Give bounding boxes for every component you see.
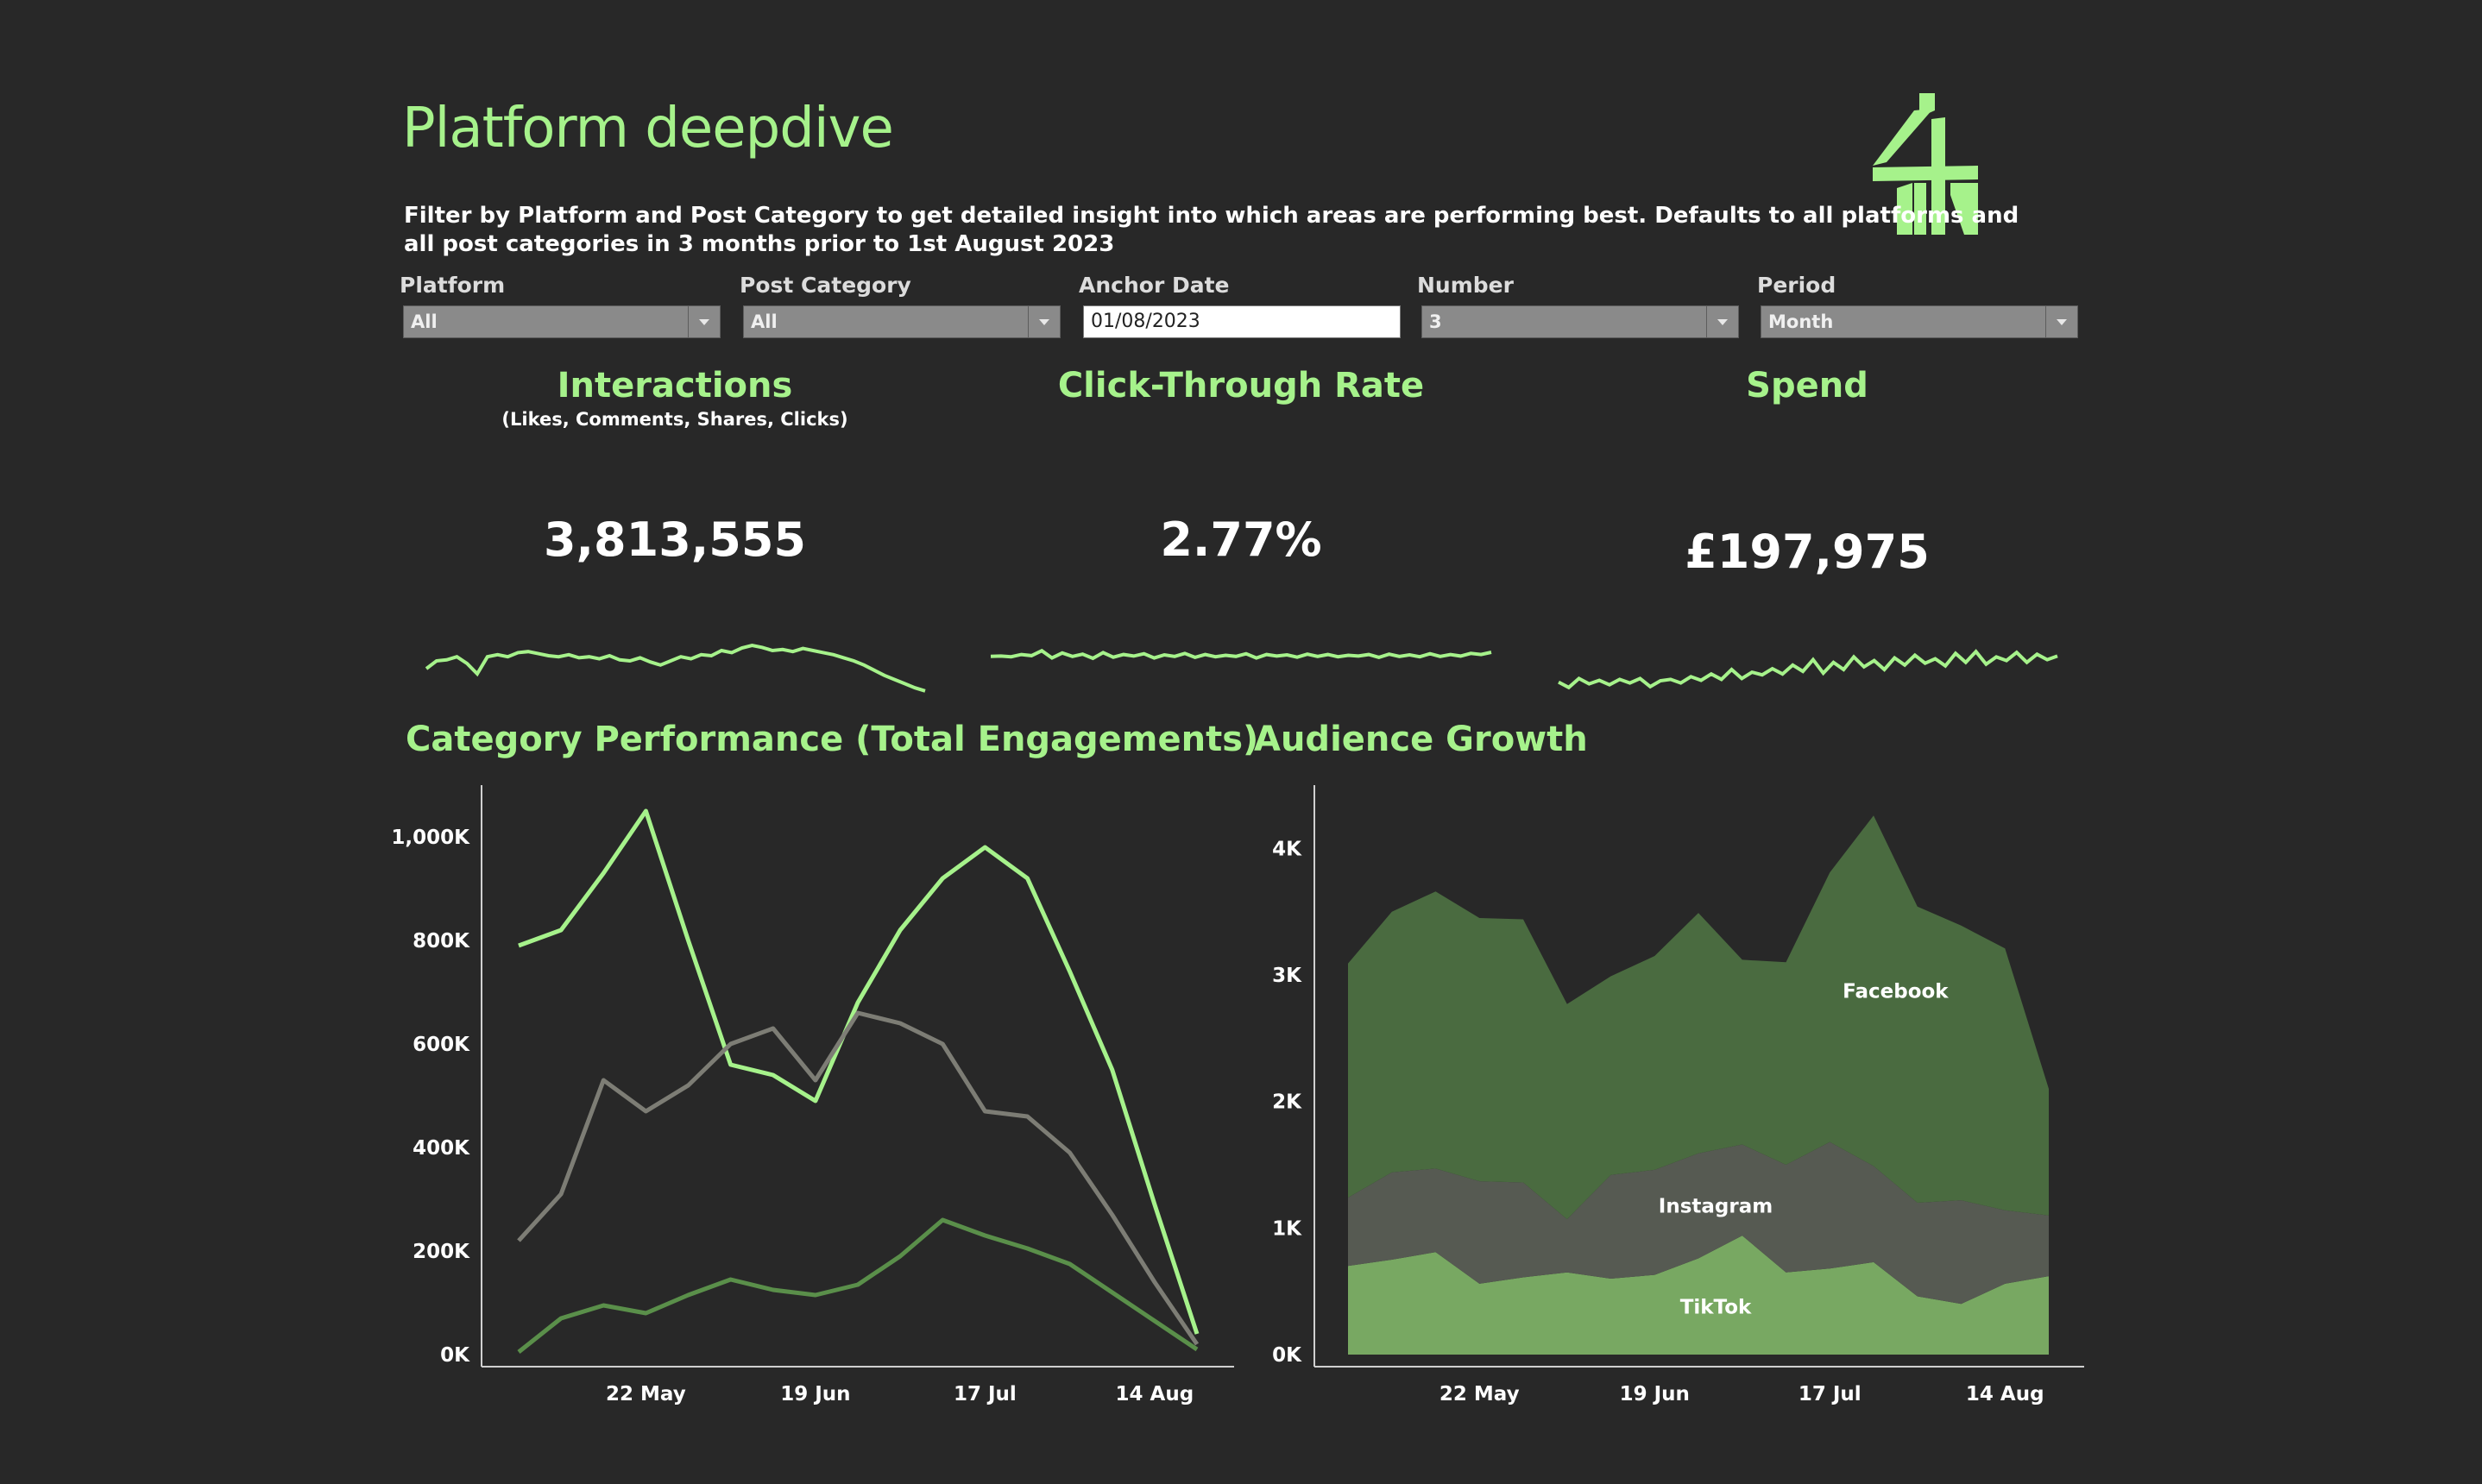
x-tick-label: 22 May xyxy=(606,1383,686,1405)
description-line-1: Filter by Platform and Post Category to … xyxy=(404,203,2019,229)
y-tick-label: 400K xyxy=(413,1137,470,1160)
y-tick-label: 1,000K xyxy=(391,827,470,849)
ctr-kpi-value: 2.77% xyxy=(1160,512,1322,567)
platform-dropdown[interactable]: All xyxy=(403,305,721,338)
area-tiktok xyxy=(1348,1236,2049,1355)
anchor-date-input[interactable]: 01/08/2023 xyxy=(1083,305,1401,338)
post-category-filter-label: Post Category xyxy=(740,273,911,298)
interactions-kpi-value: 3,813,555 xyxy=(543,512,807,567)
period-dropdown[interactable]: Month xyxy=(1761,305,2078,338)
ctr-sparkline xyxy=(990,648,1492,661)
x-tick-label: 22 May xyxy=(1439,1383,1520,1405)
audience-growth-chart: TikTok Instagram Facebook 0K 1K 2K 3K 4K 22 May 1… xyxy=(1272,785,2084,1405)
description-line-2: all post categories in 3 months prior to… xyxy=(404,231,1115,257)
spend-kpi-value: £197,975 xyxy=(1685,525,1930,579)
chevron-down-icon[interactable] xyxy=(1706,306,1738,337)
y-tick-label: 0K xyxy=(440,1344,470,1367)
page-description: Filter by Platform and Post Category to … xyxy=(404,202,2233,259)
y-tick-label: 4K xyxy=(1272,838,1302,860)
series-line-2 xyxy=(517,1217,1199,1354)
x-tick-label: 19 Jun xyxy=(1620,1383,1690,1405)
x-tick-label: 19 Jun xyxy=(780,1383,850,1405)
post-category-dropdown[interactable]: All xyxy=(743,305,1061,338)
ctr-kpi-title: Click-Through Rate xyxy=(1057,366,1425,406)
post-category-dropdown-value: All xyxy=(751,311,778,332)
y-tick-label: 600K xyxy=(413,1034,470,1056)
series-label-instagram: Instagram xyxy=(1659,1196,1773,1218)
spend-kpi-title: Spend xyxy=(1746,366,1868,406)
y-tick-label: 800K xyxy=(413,930,470,953)
y-tick-label: 200K xyxy=(413,1241,470,1263)
area-instagram xyxy=(1348,1141,2049,1305)
channel-4-logo xyxy=(1873,93,1978,235)
series-label-tiktok: TikTok xyxy=(1680,1296,1752,1318)
category-performance-chart: 0K 200K 400K 600K 800K 1,000K 22 May 19 Jun 17 J… xyxy=(391,785,1234,1405)
chevron-down-icon[interactable] xyxy=(688,306,720,337)
x-tick-label: 14 Aug xyxy=(1966,1383,2044,1405)
number-filter-label: Number xyxy=(1417,273,1514,298)
y-tick-label: 1K xyxy=(1272,1217,1302,1240)
platform-dropdown-value: All xyxy=(411,311,438,332)
page-title: Platform deepdive xyxy=(402,97,894,160)
audience-growth-title: Audience Growth xyxy=(1254,720,1588,759)
series-label-facebook: Facebook xyxy=(1843,980,1949,1003)
area-facebook xyxy=(1348,815,2049,1220)
y-tick-label: 0K xyxy=(1272,1344,1302,1367)
interactions-sparkline xyxy=(425,643,926,693)
y-tick-label: 3K xyxy=(1272,965,1302,987)
number-dropdown-value: 3 xyxy=(1429,311,1442,332)
spend-sparkline xyxy=(1558,649,2058,690)
x-tick-label: 17 Jul xyxy=(1799,1383,1862,1405)
platform-filter-label: Platform xyxy=(400,273,506,298)
period-filter-label: Period xyxy=(1757,273,1836,298)
interactions-kpi-subtitle: (Likes, Comments, Shares, Clicks) xyxy=(501,409,848,430)
chevron-down-icon[interactable] xyxy=(1028,306,1060,337)
interactions-kpi-title: Interactions xyxy=(557,366,793,406)
x-tick-label: 17 Jul xyxy=(954,1383,1017,1405)
category-performance-title: Category Performance (Total Engagements) xyxy=(406,720,1259,759)
series-line-1 xyxy=(517,1010,1200,1346)
period-dropdown-value: Month xyxy=(1768,311,1834,332)
x-tick-label: 14 Aug xyxy=(1116,1383,1194,1405)
y-tick-label: 2K xyxy=(1272,1091,1302,1114)
anchor-date-filter-label: Anchor Date xyxy=(1079,273,1230,298)
number-dropdown[interactable]: 3 xyxy=(1421,305,1739,338)
series-line-0 xyxy=(518,808,1200,1335)
chevron-down-icon[interactable] xyxy=(2045,306,2077,337)
